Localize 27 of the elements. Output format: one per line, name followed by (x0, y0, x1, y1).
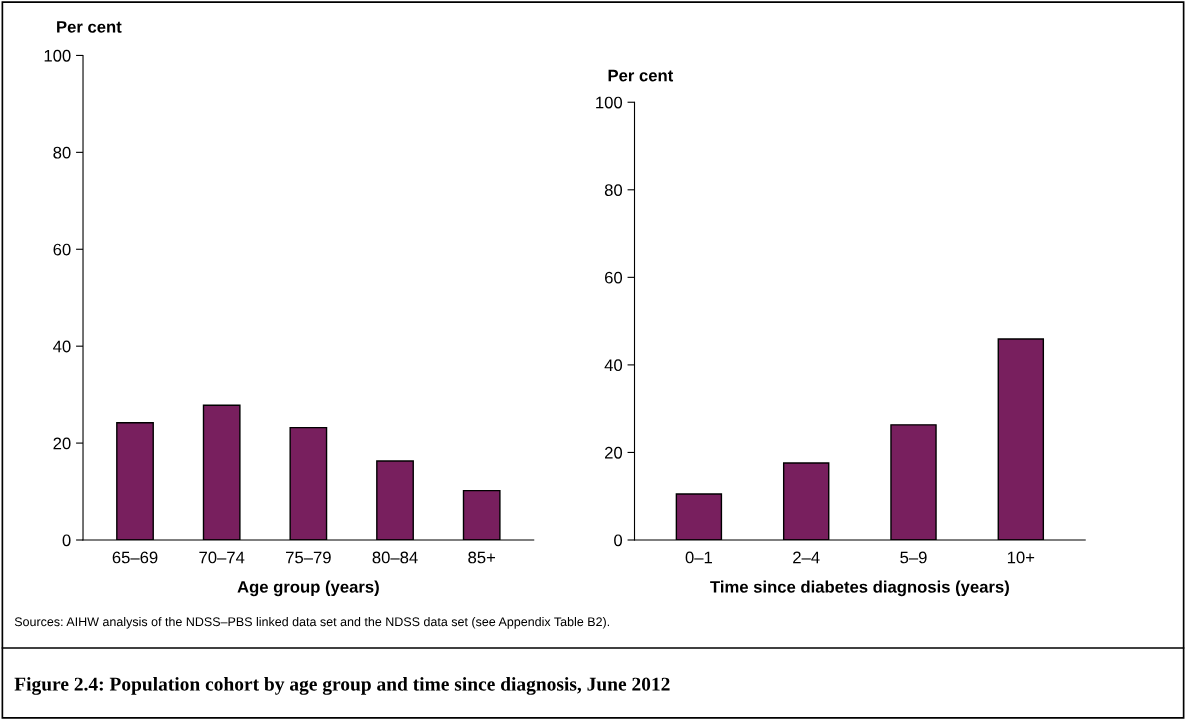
y-tick-label: 0 (62, 534, 71, 547)
y-tick-label: 60 (53, 243, 71, 256)
x-tick-label: 2–4 (793, 551, 820, 564)
x-tick-label: 65–69 (112, 551, 158, 564)
x-tick-label: 5–9 (900, 551, 927, 564)
source-note: Sources: AIHW analysis of the NDSS–PBS linked data set and the NDSS data set (see Appendix Table B2). (14, 616, 610, 629)
x-tick-label: 70–74 (199, 551, 245, 564)
y-tick-label: 20 (53, 437, 71, 450)
y-axis-title: Per cent (57, 21, 122, 33)
y-tick-label: 80 (53, 146, 71, 159)
y-tick-label: 60 (605, 271, 623, 284)
x-tick-label: 0–1 (685, 551, 712, 564)
x-tick-label: 80–84 (372, 551, 418, 564)
y-tick-label: 40 (53, 340, 71, 353)
x-tick-label: 10+ (1007, 551, 1035, 564)
x-tick-label: 85+ (468, 551, 496, 564)
y-tick-label: 80 (604, 184, 623, 196)
y-tick-label: 40 (604, 359, 623, 372)
text: Figure 2.4: Population cohort by age group and time since diagnosis, June 2012 (14, 677, 670, 695)
y-tick-label: 100 (44, 49, 71, 62)
x-axis-title: Time since diabetes diagnosis (years) (710, 580, 1009, 597)
y-tick-label: 0 (614, 534, 623, 547)
x-tick-label: 75–79 (286, 551, 331, 564)
x-axis-title: Age group (years) (237, 580, 379, 597)
y-axis-title: Per cent (608, 69, 674, 82)
y-tick-label: 100 (596, 96, 623, 109)
y-tick-label: 20 (605, 446, 623, 459)
